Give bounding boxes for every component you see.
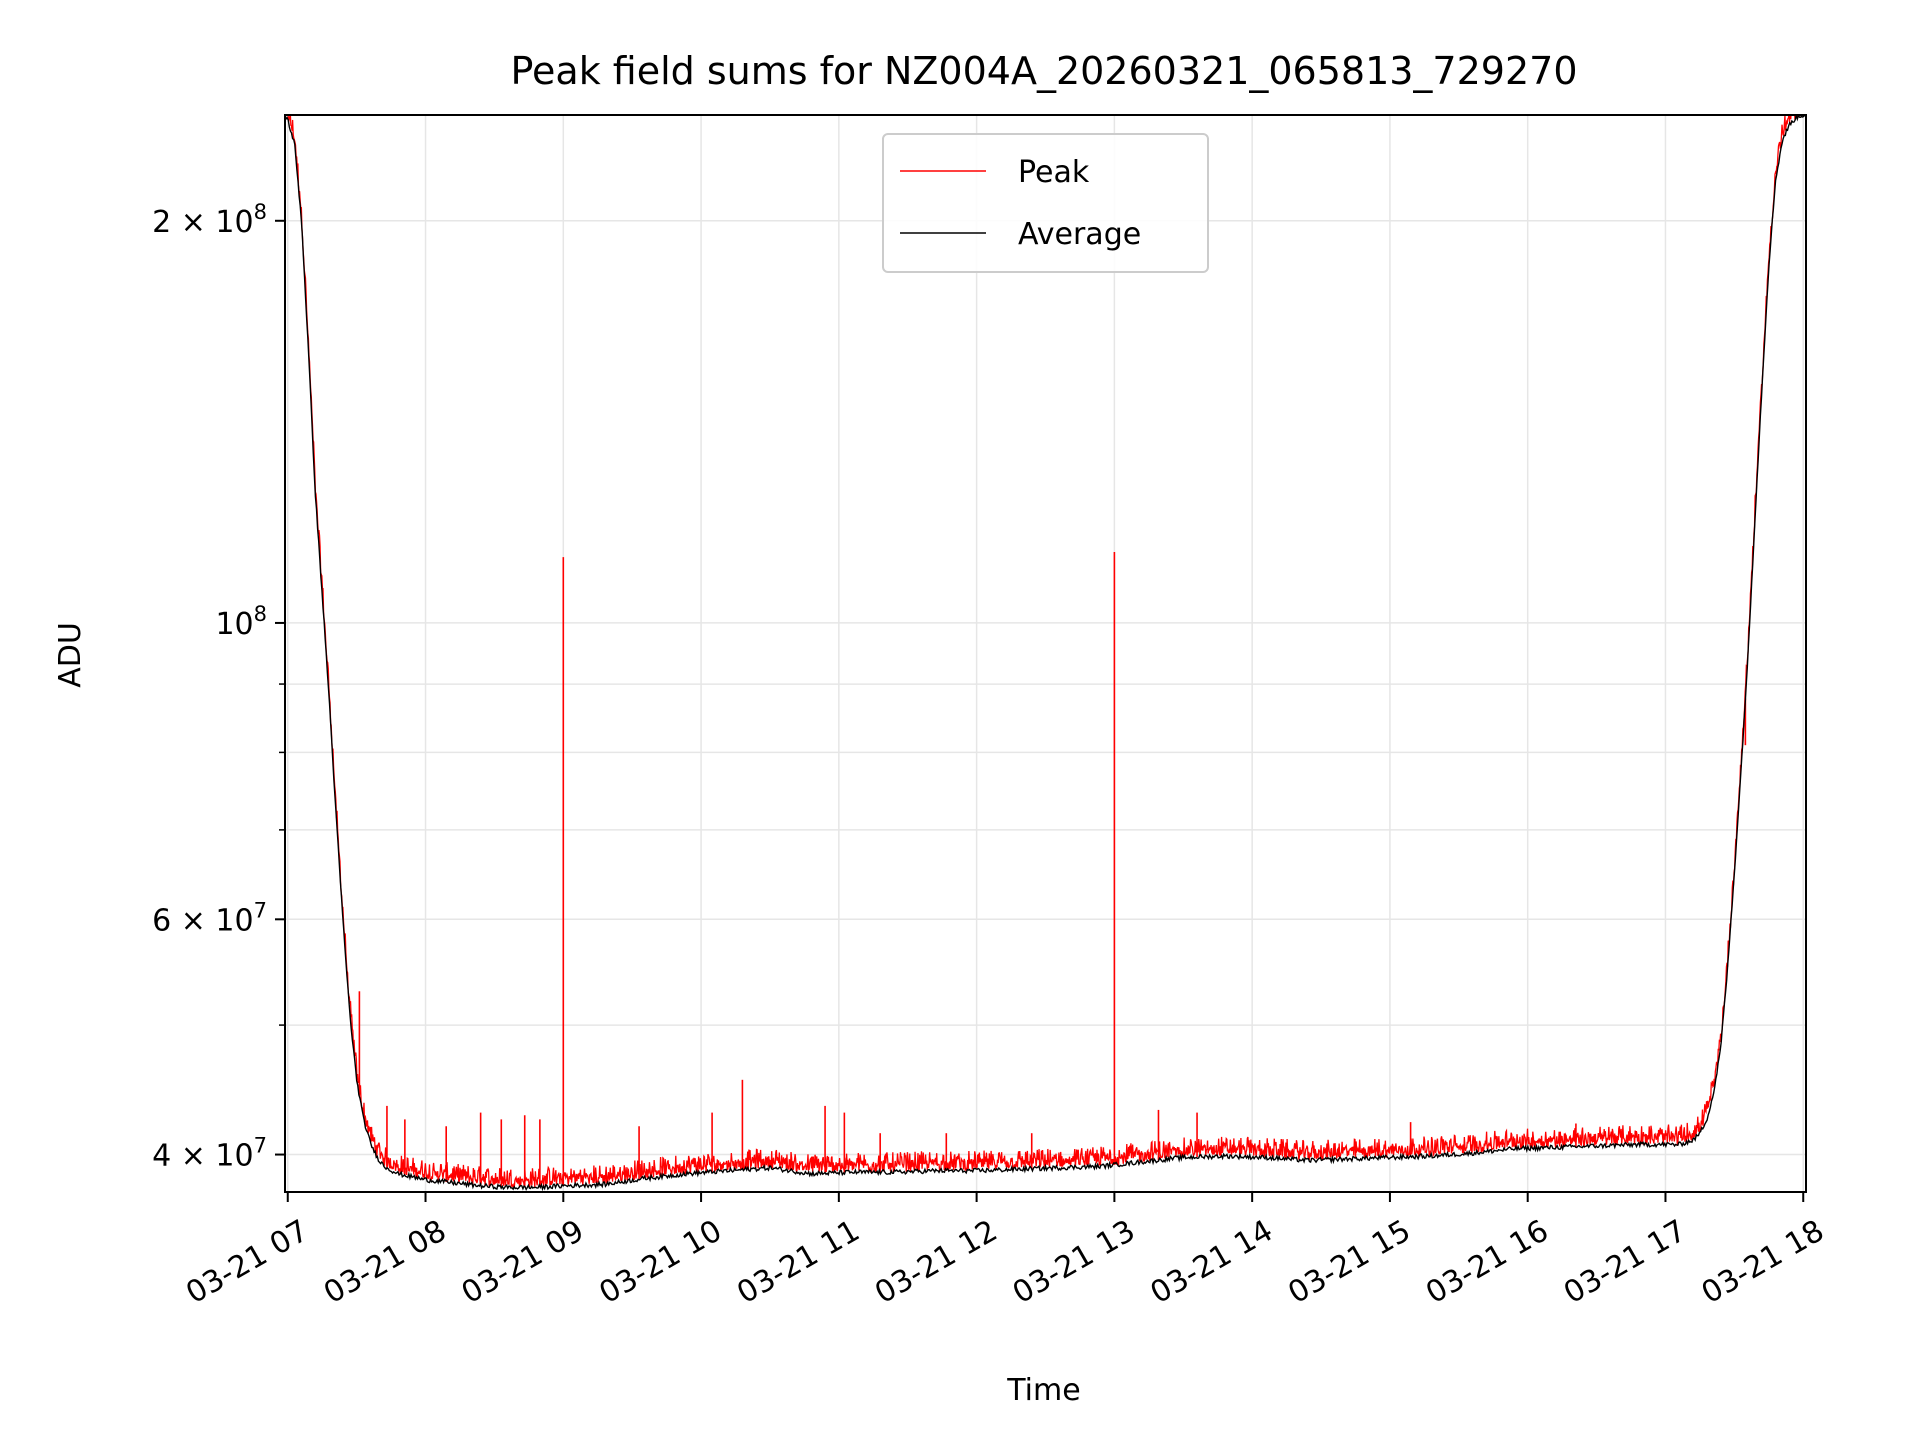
y-tick-label: 6 × 107 bbox=[152, 898, 267, 938]
legend-box bbox=[882, 133, 1209, 273]
y-tick-label: 2 × 108 bbox=[152, 200, 267, 240]
series-line-average bbox=[285, 115, 1806, 1192]
y-axis-ticks: 4 × 107 6 × 107 108 2 × 108 bbox=[152, 200, 285, 1174]
legend-label-average: Average bbox=[1018, 217, 1141, 252]
plot-area-frame bbox=[284, 114, 1807, 1193]
series-layer bbox=[285, 115, 1806, 1192]
legend-label-peak: Peak bbox=[1018, 155, 1090, 190]
y-tick-label: 4 × 107 bbox=[152, 1134, 267, 1174]
y-axis-label: ADU bbox=[53, 622, 88, 688]
legend: Peak Average bbox=[882, 133, 1209, 273]
grid-lines bbox=[285, 115, 1806, 1192]
x-axis-label: Time bbox=[1006, 1373, 1080, 1408]
y-tick-label: 108 bbox=[215, 602, 267, 642]
chart-title: Peak field sums for NZ004A_20260321_0658… bbox=[510, 49, 1577, 93]
